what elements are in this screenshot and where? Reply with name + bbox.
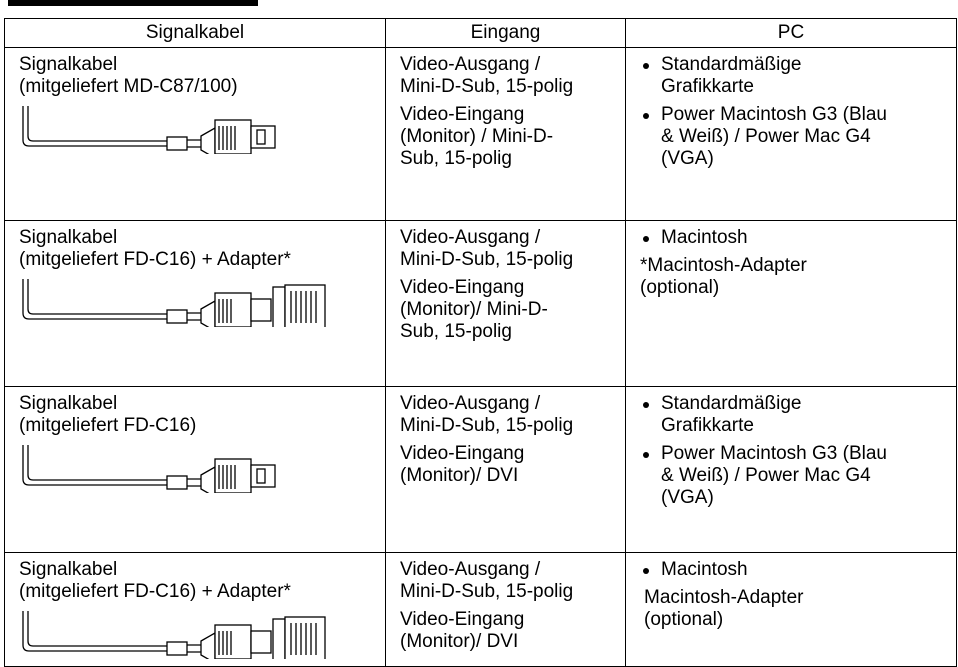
text-line: (Monitor)/ DVI	[400, 465, 519, 486]
text-line: Signalkabel	[19, 393, 118, 414]
pc-item: Macintosh	[640, 559, 946, 581]
text-line: Power Macintosh G3 (Blau	[661, 443, 887, 464]
text-line: Mini-D-Sub, 15-polig	[400, 415, 574, 436]
cable-cell: Signalkabel (mitgeliefert FD-C16)	[4, 386, 386, 553]
header-cell: PC	[625, 18, 957, 48]
text-line: Standardmäßige	[661, 393, 802, 414]
cable-cell: Signalkabel (mitgeliefert MD-C87/100)	[4, 47, 386, 221]
text-line: Macintosh-Adapter	[644, 587, 804, 608]
header-row: Signalkabel Eingang PC	[4, 18, 957, 48]
pc-item: Power Macintosh G3 (Blau & Weiß) / Power …	[640, 443, 946, 509]
table-row: Signalkabel (mitgeliefert FD-C16) + Adapt…	[4, 552, 957, 667]
pc-item: Power Macintosh G3 (Blau & Weiß) / Power …	[640, 104, 946, 170]
pc-cell: Macintosh Macintosh-Adapter (optional)	[625, 552, 957, 667]
input-block: Video-Ausgang / Mini-D-Sub, 15-polig	[400, 559, 615, 603]
text-line: Signalkabel	[19, 227, 118, 248]
input-cell: Video-Ausgang / Mini-D-Sub, 15-polig Video…	[385, 552, 626, 667]
text-line: Sub, 15-polig	[400, 148, 512, 169]
input-block: Video-Eingang (Monitor)/ DVI	[400, 443, 615, 487]
cropped-title	[8, 0, 258, 6]
text-line: Mini-D-Sub, 15-polig	[400, 249, 574, 270]
text-line: (mitgeliefert FD-C16) + Adapter*	[19, 581, 291, 602]
text-line: Video-Ausgang /	[400, 54, 541, 75]
text-line: Video-Ausgang /	[400, 227, 541, 248]
input-cell: Video-Ausgang / Mini-D-Sub, 15-polig Video…	[385, 47, 626, 221]
table-row: Signalkabel (mitgeliefert MD-C87/100) Vide…	[4, 47, 957, 221]
header-cell: Eingang	[385, 18, 626, 48]
pc-item: Standardmäßige Grafikkarte	[640, 393, 946, 437]
pc-item: Standardmäßige Grafikkarte	[640, 54, 946, 98]
table: Signalkabel Eingang PC Signalkabel (mitgeli…	[4, 18, 957, 667]
text-line: Mini-D-Sub, 15-polig	[400, 581, 574, 602]
text-line: Signalkabel	[19, 559, 118, 580]
text-line: (Monitor) / Mini-D-	[400, 126, 554, 147]
input-cell: Video-Ausgang / Mini-D-Sub, 15-polig Video…	[385, 220, 626, 387]
input-cell: Video-Ausgang / Mini-D-Sub, 15-polig Video…	[385, 386, 626, 553]
table-row: Signalkabel (mitgeliefert FD-C16) + Adapt…	[4, 220, 957, 387]
text-line: Macintosh	[661, 227, 748, 248]
text-line: Power Macintosh G3 (Blau	[661, 104, 887, 125]
table-row: Signalkabel (mitgeliefert FD-C16) Video-Au…	[4, 386, 957, 553]
input-block: Video-Ausgang / Mini-D-Sub, 15-polig	[400, 54, 615, 98]
text-line: (VGA)	[661, 487, 714, 508]
text-line: Video-Eingang	[400, 277, 525, 298]
text-line: Grafikkarte	[661, 415, 754, 436]
cable-cell: Signalkabel (mitgeliefert FD-C16) + Adapt…	[4, 220, 386, 387]
text-line: (Monitor)/ DVI	[400, 631, 519, 652]
text-line: Video-Ausgang /	[400, 559, 541, 580]
input-block: Video-Ausgang / Mini-D-Sub, 15-polig	[400, 227, 615, 271]
pc-note: *Macintosh-Adapter (optional)	[640, 255, 946, 299]
text-line: Signalkabel	[19, 54, 118, 75]
text-line: Grafikkarte	[661, 76, 754, 97]
input-block: Video-Ausgang / Mini-D-Sub, 15-polig	[400, 393, 615, 437]
cable-adapter-icon	[22, 279, 326, 327]
text-line: Standardmäßige	[661, 54, 802, 75]
text-line: Video-Eingang	[400, 104, 525, 125]
text-line: (mitgeliefert FD-C16) + Adapter*	[19, 249, 291, 270]
header-cell: Signalkabel	[4, 18, 386, 48]
input-block: Video-Eingang (Monitor)/ DVI	[400, 609, 615, 653]
cable-icon	[22, 106, 276, 154]
input-block: Video-Eingang (Monitor) / Mini-D- Sub, 15-…	[400, 104, 615, 170]
cable-icon	[22, 445, 276, 493]
text-line: Macintosh	[661, 559, 748, 580]
text-line: Video-Ausgang /	[400, 393, 541, 414]
text-line: & Weiß) / Power Mac G4	[661, 126, 871, 147]
text-line: Mini-D-Sub, 15-polig	[400, 76, 574, 97]
text-line: Sub, 15-polig	[400, 321, 512, 342]
table-wrap: Signalkabel Eingang PC Signalkabel (mitgeli…	[4, 18, 957, 667]
text-line: (optional)	[644, 609, 724, 630]
pc-item: Macintosh	[640, 227, 946, 249]
text-line: (VGA)	[661, 148, 714, 169]
text-line: (mitgeliefert MD-C87/100)	[19, 76, 238, 97]
text-line: *Macintosh-Adapter	[640, 255, 807, 276]
text-line: (Monitor)/ Mini-D-	[400, 299, 548, 320]
pc-cell: Standardmäßige Grafikkarte Power Macintosh…	[625, 386, 957, 553]
text-line: Video-Eingang	[400, 609, 525, 630]
pc-note: Macintosh-Adapter (optional)	[640, 587, 946, 631]
text-line: (optional)	[640, 277, 720, 298]
text-line: Video-Eingang	[400, 443, 525, 464]
pc-cell: Macintosh *Macintosh-Adapter (optional)	[625, 220, 957, 387]
input-block: Video-Eingang (Monitor)/ Mini-D- Sub, 15-p…	[400, 277, 615, 343]
cable-cell: Signalkabel (mitgeliefert FD-C16) + Adapt…	[4, 552, 386, 667]
text-line: (mitgeliefert FD-C16)	[19, 415, 197, 436]
pc-cell: Standardmäßige Grafikkarte Power Macintosh…	[625, 47, 957, 221]
text-line: & Weiß) / Power Mac G4	[661, 465, 871, 486]
table-body: Signalkabel (mitgeliefert MD-C87/100) Vide…	[4, 47, 957, 667]
cable-adapter-icon	[22, 611, 326, 659]
